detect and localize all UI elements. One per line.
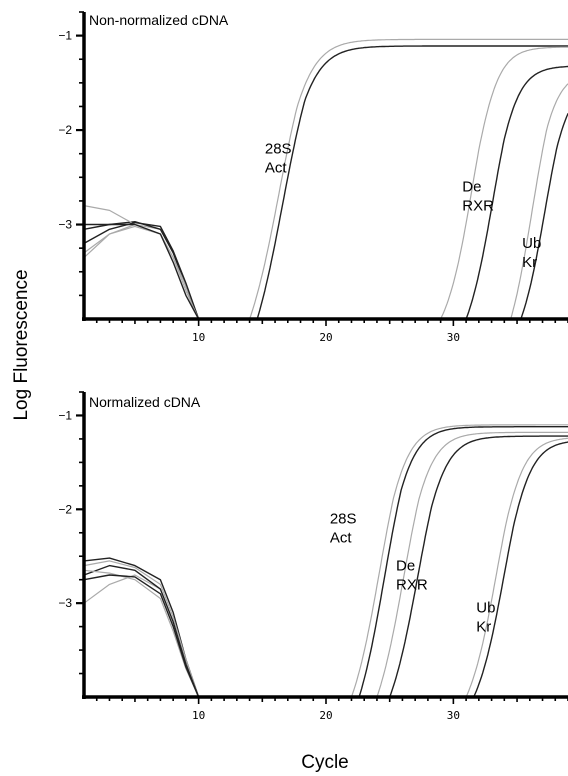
curve-label: Ub Kr	[476, 600, 495, 636]
amplification-curve	[83, 435, 568, 698]
y-axis-title: Log Fluorescence	[11, 269, 32, 420]
curve-label: De RXR	[462, 178, 494, 214]
y-tick-label: −3	[58, 596, 72, 610]
amplification-curve	[83, 437, 568, 698]
x-tick-label: 30	[447, 709, 460, 722]
curve-label: De RXR	[396, 557, 428, 593]
amplification-curve	[83, 38, 568, 320]
amplification-curve	[83, 426, 568, 698]
panel-non-normalized: Non-normalized cDNA −1 −2 −3 10 20 30 28S Act De…	[58, 11, 568, 344]
y-tick-label: −2	[58, 502, 72, 516]
amplification-curve	[83, 83, 568, 320]
panel-title: Normalized cDNA	[89, 394, 201, 410]
amplification-curve	[83, 441, 568, 698]
amplification-curve	[83, 431, 568, 698]
amplification-curve	[83, 65, 568, 320]
y-tick-label: −1	[58, 408, 72, 422]
amplification-curve	[83, 113, 568, 320]
curve-label: Ub Kr	[522, 235, 541, 271]
curve-label: 28S Act	[265, 141, 292, 177]
x-tick-label: 30	[447, 331, 460, 344]
panel-title: Non-normalized cDNA	[89, 12, 229, 28]
x-tick-label: 10	[192, 331, 205, 344]
y-tick-label: −3	[58, 218, 72, 232]
y-tick-label: −1	[58, 29, 72, 43]
amplification-curve	[83, 45, 568, 320]
x-tick-label: 10	[192, 709, 205, 722]
x-axis-title: Cycle	[301, 752, 349, 773]
amplification-curve	[83, 46, 568, 320]
x-tick-label: 20	[319, 331, 332, 344]
y-tick-label: −2	[58, 123, 72, 137]
x-tick-label: 20	[319, 709, 332, 722]
amplification-curve	[83, 424, 568, 698]
panel-normalized: Normalized cDNA −1 −2 −3 10 20 30 28S Act De RXR U…	[58, 391, 568, 722]
curve-label: 28S Act	[330, 510, 357, 546]
